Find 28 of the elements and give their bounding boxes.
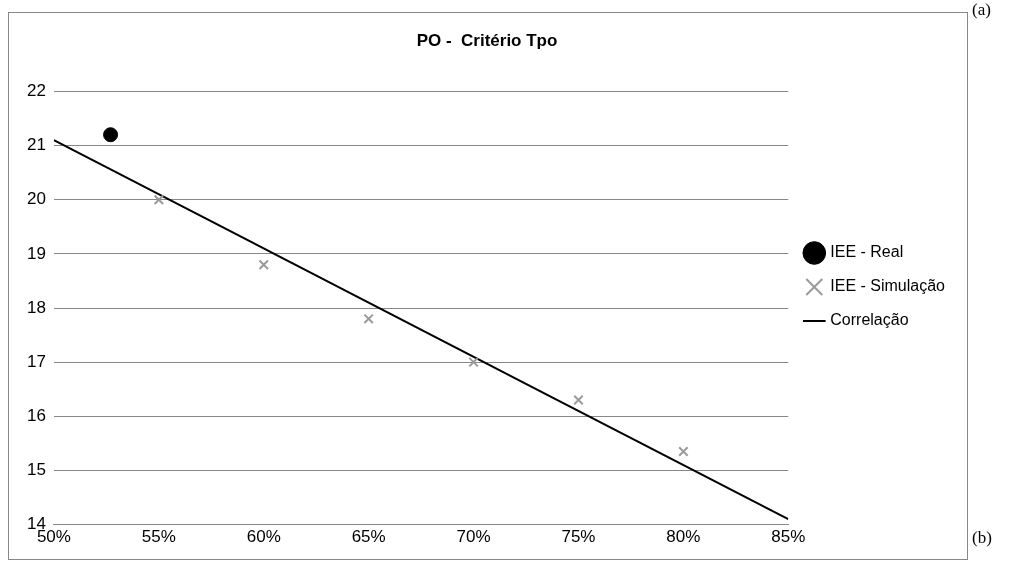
x-tick-label: 80%	[666, 527, 701, 547]
x-tick-label: 75%	[561, 527, 596, 547]
legend-label: IEE - Simulação	[830, 277, 946, 295]
y-tick-label: 18	[26, 297, 46, 317]
x-tick-label: 55%	[141, 527, 176, 547]
point	[678, 446, 689, 457]
y-tick-label: 15	[26, 460, 46, 480]
point	[258, 259, 269, 270]
point	[573, 394, 584, 406]
x-tick-label: 65%	[351, 527, 386, 547]
point	[103, 127, 119, 143]
y-tick-label: 16	[26, 405, 46, 425]
y-tick-label: 22	[26, 81, 46, 101]
y-tick-label: 20	[26, 189, 46, 209]
x-tick-label: 70%	[456, 527, 491, 547]
x-tick-label: 60%	[246, 527, 281, 547]
y-tick-label: 21	[26, 135, 46, 155]
legend-label: IEE - Real	[830, 243, 904, 261]
text: (a)	[972, 0, 991, 20]
point	[363, 313, 374, 325]
chart-title: PO - Critério Tpo	[416, 30, 558, 50]
y-tick-label: 19	[26, 243, 46, 263]
text: (b)	[972, 528, 992, 548]
legend-label: Correlação	[830, 311, 909, 329]
x-tick-label: 85%	[771, 527, 806, 547]
point	[468, 356, 479, 368]
y-tick-label: 17	[26, 351, 46, 371]
point	[153, 194, 165, 205]
